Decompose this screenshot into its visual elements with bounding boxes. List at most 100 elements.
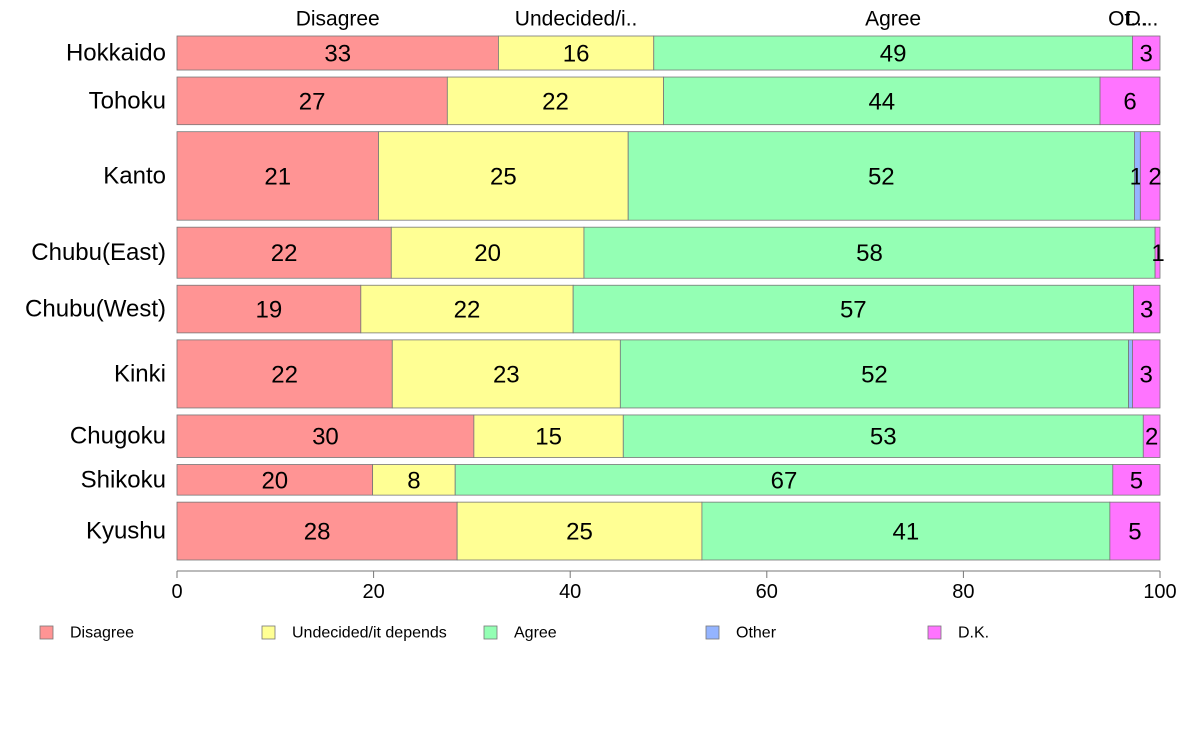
legend-label-disagree: Disagree	[70, 625, 134, 642]
bar-kanto-d-k	[1139, 131, 1161, 221]
data-label-hokkaido-d-k: 3	[1140, 41, 1153, 68]
bar-chubu-west-d-k	[1133, 284, 1161, 334]
data-label-chubu-east-undecided-it-depends: 20	[474, 240, 501, 267]
data-label-kinki-undecided-it-depends: 23	[493, 361, 520, 388]
bar-hokkaido-agree	[653, 35, 1133, 71]
data-label-chubu-west-undecided-it-depends: 22	[454, 297, 481, 324]
data-label-chubu-east-agree: 58	[856, 240, 883, 267]
column-header-agree: Agree	[865, 8, 921, 31]
bar-shikoku-d-k	[1112, 464, 1161, 496]
category-label-kyushu: Kyushu	[86, 518, 166, 545]
data-label-kinki-agree: 52	[861, 361, 888, 388]
data-label-chugoku-disagree: 30	[312, 424, 339, 451]
bar-tohoku-disagree	[176, 76, 448, 126]
legend: Disagree Undecided/it depends Agree Other D.…	[39, 625, 989, 642]
data-label-hokkaido-undecided-it-depends: 16	[563, 41, 590, 68]
data-label-shikoku-undecided-it-depends: 8	[407, 467, 420, 494]
data-label-shikoku-agree: 67	[771, 467, 798, 494]
category-label-hokkaido: Hokkaido	[66, 40, 166, 67]
data-label-tohoku-d-k: 6	[1123, 88, 1136, 115]
data-label-hokkaido-disagree: 33	[324, 41, 351, 68]
bar-chubu-east-undecided-it-depends	[390, 226, 585, 279]
bar-shikoku-undecided-it-depends	[372, 464, 456, 496]
data-label-tohoku-undecided-it-depends: 22	[542, 88, 569, 115]
bar-kyushu-agree	[701, 501, 1111, 561]
data-label-chubu-west-agree: 57	[840, 297, 867, 324]
x-tick-label-20: 20	[362, 581, 384, 603]
data-label-kyushu-agree: 41	[893, 519, 920, 546]
column-header-d-k: D...	[1126, 8, 1159, 31]
x-tick-label-100: 100	[1143, 581, 1176, 603]
category-label-chubu-west: Chubu(West)	[25, 296, 166, 323]
bar-hokkaido-d-k	[1132, 35, 1161, 71]
x-tick-label-80: 80	[952, 581, 974, 603]
bar-hokkaido-disagree	[176, 35, 499, 71]
bar-kinki-disagree	[176, 339, 393, 409]
legend-swatch-d-k	[927, 625, 942, 640]
data-label-shikoku-disagree: 20	[261, 467, 288, 494]
bar-chugoku-agree	[622, 414, 1144, 458]
data-label-kanto-undecided-it-depends: 25	[490, 163, 517, 190]
bar-chugoku-disagree	[176, 414, 475, 458]
data-label-kyushu-disagree: 28	[304, 519, 331, 546]
bar-tohoku-agree	[663, 76, 1101, 126]
column-header-other: Ot...	[1108, 8, 1148, 31]
legend-swatch-other	[705, 625, 720, 640]
legend-swatch-agree	[483, 625, 498, 640]
bar-shikoku-disagree	[176, 464, 374, 496]
data-label-kanto-agree: 52	[868, 163, 895, 190]
column-header-undecided-it-depends: Undecided/i..	[515, 8, 638, 31]
bar-tohoku-d-k	[1099, 76, 1161, 126]
bar-kyushu-d-k	[1109, 501, 1161, 561]
category-label-kinki: Kinki	[114, 360, 166, 387]
bar-tohoku-undecided-it-depends	[446, 76, 664, 126]
legend-label-d-k: D.K.	[958, 625, 989, 642]
bar-kyushu-disagree	[176, 501, 458, 561]
data-label-chugoku-agree: 53	[870, 424, 897, 451]
bar-chugoku-undecided-it-depends	[473, 414, 624, 458]
data-label-chubu-east-disagree: 22	[271, 240, 298, 267]
bar-chubu-east-agree	[583, 226, 1156, 279]
legend-label-agree: Agree	[514, 625, 557, 642]
data-label-kyushu-d-k: 5	[1128, 519, 1141, 546]
data-label-chubu-west-d-k: 3	[1140, 297, 1153, 324]
data-label-tohoku-agree: 44	[868, 88, 895, 115]
bar-chubu-east-disagree	[176, 226, 392, 279]
category-label-chugoku: Chugoku	[70, 423, 166, 450]
x-tick-label-0: 0	[171, 581, 182, 603]
data-label-kanto-disagree: 21	[264, 163, 291, 190]
x-tick-label-40: 40	[559, 581, 581, 603]
bar-chubu-east-d-k	[1154, 226, 1161, 279]
x-tick-label-60: 60	[756, 581, 778, 603]
legend-label-undecided-it-depends: Undecided/it depends	[292, 625, 447, 642]
bar-kinki-agree	[619, 339, 1129, 409]
data-label-chubu-west-disagree: 19	[256, 297, 283, 324]
category-label-shikoku: Shikoku	[81, 466, 166, 493]
data-label-kanto-d-k: 2	[1148, 163, 1161, 190]
bar-kinki-other	[1128, 339, 1133, 409]
data-label-kanto-other: 1	[1130, 163, 1143, 190]
bar-kinki-undecided-it-depends	[391, 339, 621, 409]
bar-kinki-d-k	[1132, 339, 1161, 409]
column-header-labels: Disagree Undecided/i.. Agree Ot...D...	[296, 8, 1159, 31]
category-label-tohoku: Tohoku	[89, 87, 166, 114]
data-label-kyushu-undecided-it-depends: 25	[566, 519, 593, 546]
bar-chubu-west-undecided-it-depends	[360, 284, 574, 334]
data-label-hokkaido-agree: 49	[880, 41, 907, 68]
category-label-kanto: Kanto	[103, 162, 166, 189]
data-label-chubu-east-d-k: 1	[1151, 240, 1164, 267]
column-header-disagree: Disagree	[296, 8, 380, 31]
bar-kanto-undecided-it-depends	[378, 131, 629, 221]
bar-chubu-west-disagree	[176, 284, 362, 334]
legend-label-other: Other	[736, 625, 777, 642]
data-label-tohoku-disagree: 27	[299, 88, 326, 115]
x-axis: 0 20 40 60 80 100	[171, 570, 1177, 603]
bar-hokkaido-undecided-it-depends	[498, 35, 655, 71]
bar-chubu-west-agree	[572, 284, 1134, 334]
data-label-kinki-d-k: 3	[1140, 361, 1153, 388]
legend-swatch-undecided-it-depends	[261, 625, 276, 640]
data-label-chugoku-undecided-it-depends: 15	[535, 424, 562, 451]
data-label-chugoku-d-k: 2	[1145, 424, 1158, 451]
